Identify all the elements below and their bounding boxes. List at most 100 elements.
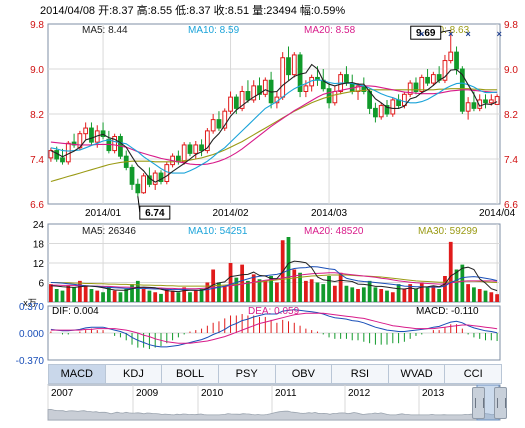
volume-bar <box>54 289 59 302</box>
volume-bar <box>344 285 349 302</box>
candle <box>286 57 291 76</box>
candle <box>413 82 419 92</box>
candle <box>407 82 413 95</box>
volume-bar <box>321 284 326 302</box>
candle <box>430 74 436 84</box>
volume-bar <box>443 276 447 302</box>
candle <box>222 110 228 129</box>
volume-bar <box>460 264 465 302</box>
legend-ma30: MA30: 8.63 <box>418 25 470 36</box>
candle <box>141 175 146 194</box>
volume-bar <box>130 284 134 302</box>
tab-wvad[interactable]: WVAD <box>388 365 446 383</box>
candle <box>181 144 187 163</box>
volume-tick: 24 <box>33 220 45 231</box>
volume-bar <box>159 293 163 302</box>
volume-bar <box>49 284 53 302</box>
volume-bar <box>135 280 140 302</box>
volume-bar <box>466 284 471 302</box>
quote-header: 2014/04/08 开:8.37 高:8.55 低:8.37 收:8.51 量… <box>40 5 346 17</box>
volume-bar <box>182 287 187 302</box>
price-pane: 9.8 9.8 9.0 9.0 8.2 8.2 7.4 7.4 6.6 6.6 2014/01 201… <box>30 20 518 220</box>
macd-tick: -0.370 <box>16 356 45 367</box>
volume-bar <box>367 280 372 302</box>
macd-dif-line <box>50 309 498 348</box>
candle <box>147 175 152 185</box>
tab-rsi[interactable]: RSI <box>332 365 389 383</box>
legend-ma10: MA10: 8.59 <box>188 25 240 36</box>
candle <box>65 142 71 163</box>
navigator-year-label: 2013 <box>422 388 445 399</box>
candle <box>129 166 135 185</box>
volume-bar <box>193 290 198 302</box>
tab-obv[interactable]: OBV <box>275 365 333 383</box>
navigator-left-handle[interactable] <box>472 387 485 419</box>
candle <box>344 74 349 84</box>
volume-bar <box>425 287 430 302</box>
tab-macd[interactable]: MACD <box>49 365 106 383</box>
volume-bar <box>205 282 210 302</box>
price-tick-left: 7.4 <box>30 155 44 166</box>
volume-ma20-line <box>50 272 498 290</box>
candle <box>280 57 286 98</box>
event-marker: × <box>448 29 453 39</box>
volume-bar <box>292 269 297 302</box>
candle <box>152 172 158 185</box>
navigator-right-handle[interactable] <box>494 387 507 419</box>
volume-bar <box>83 285 88 302</box>
price-tick-left: 8.2 <box>30 110 44 121</box>
price-tick-left: 6.6 <box>30 200 44 211</box>
annotation-box <box>410 25 442 40</box>
candle <box>425 76 430 84</box>
price-x-tick: 2014/03 <box>311 208 348 219</box>
price-tick-right: 9.0 <box>504 65 518 76</box>
volume-bar <box>431 285 436 302</box>
candle <box>483 99 488 104</box>
volume-bar <box>263 280 268 302</box>
navigator-year-label: 2007 <box>51 388 74 399</box>
volume-bar <box>77 280 82 302</box>
legend-ma30: MA30: 59299 <box>418 226 478 237</box>
volume-bar <box>402 289 407 302</box>
volume-bar <box>373 287 378 302</box>
volume-bar <box>246 280 250 302</box>
volume-bar <box>222 285 227 302</box>
candle <box>187 144 193 154</box>
volume-bar <box>390 292 395 302</box>
candle <box>199 144 204 152</box>
tab-psy[interactable]: PSY <box>218 365 276 383</box>
price-ma5-line <box>50 63 498 183</box>
candle <box>303 85 309 92</box>
volume-bar <box>257 279 262 302</box>
volume-bar <box>164 289 169 302</box>
volume-bar <box>251 274 256 302</box>
volume-bar <box>176 292 181 302</box>
macd-tick: 0.000 <box>19 329 44 340</box>
macd-pane: 0.370 0.000 -0.370 DIF: 0.004 DEA: 0.059 MACD… <box>16 302 501 367</box>
candle <box>158 172 164 182</box>
tab-cci[interactable]: CCI <box>445 365 501 383</box>
legend-dif: DIF: 0.004 <box>52 306 99 317</box>
volume-bar <box>199 289 204 302</box>
volume-bar <box>472 287 476 302</box>
candle <box>373 107 378 118</box>
tab-kdj[interactable]: KDJ <box>105 365 163 383</box>
candle <box>251 85 257 101</box>
event-marker: × <box>465 29 470 39</box>
candle <box>477 99 483 109</box>
volume-bar <box>303 280 308 302</box>
volume-bar <box>356 289 360 302</box>
volume-ma5-line <box>50 260 498 293</box>
volume-ma30-line <box>50 274 498 287</box>
candle <box>245 91 251 101</box>
volume-bar <box>217 282 221 302</box>
volume-bar <box>327 276 331 302</box>
candle <box>193 144 199 154</box>
volume-bar <box>350 287 355 302</box>
price-x-tick: 2014/04 <box>479 208 516 219</box>
candle <box>332 91 338 104</box>
macd-tick: 0.370 <box>19 302 44 313</box>
tab-boll[interactable]: BOLL <box>162 365 219 383</box>
volume-bar <box>437 289 442 302</box>
